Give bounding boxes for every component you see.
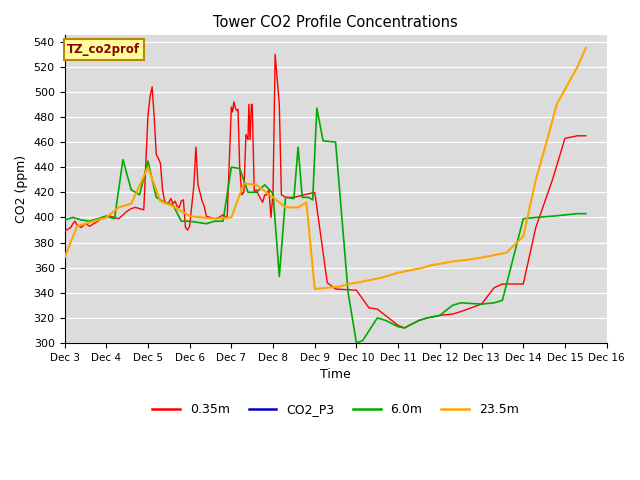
Legend: 0.35m, CO2_P3, 6.0m, 23.5m: 0.35m, CO2_P3, 6.0m, 23.5m — [147, 398, 524, 421]
Y-axis label: CO2 (ppm): CO2 (ppm) — [15, 155, 28, 223]
Text: TZ_co2prof: TZ_co2prof — [67, 43, 140, 56]
X-axis label: Time: Time — [320, 368, 351, 381]
Title: Tower CO2 Profile Concentrations: Tower CO2 Profile Concentrations — [213, 15, 458, 30]
